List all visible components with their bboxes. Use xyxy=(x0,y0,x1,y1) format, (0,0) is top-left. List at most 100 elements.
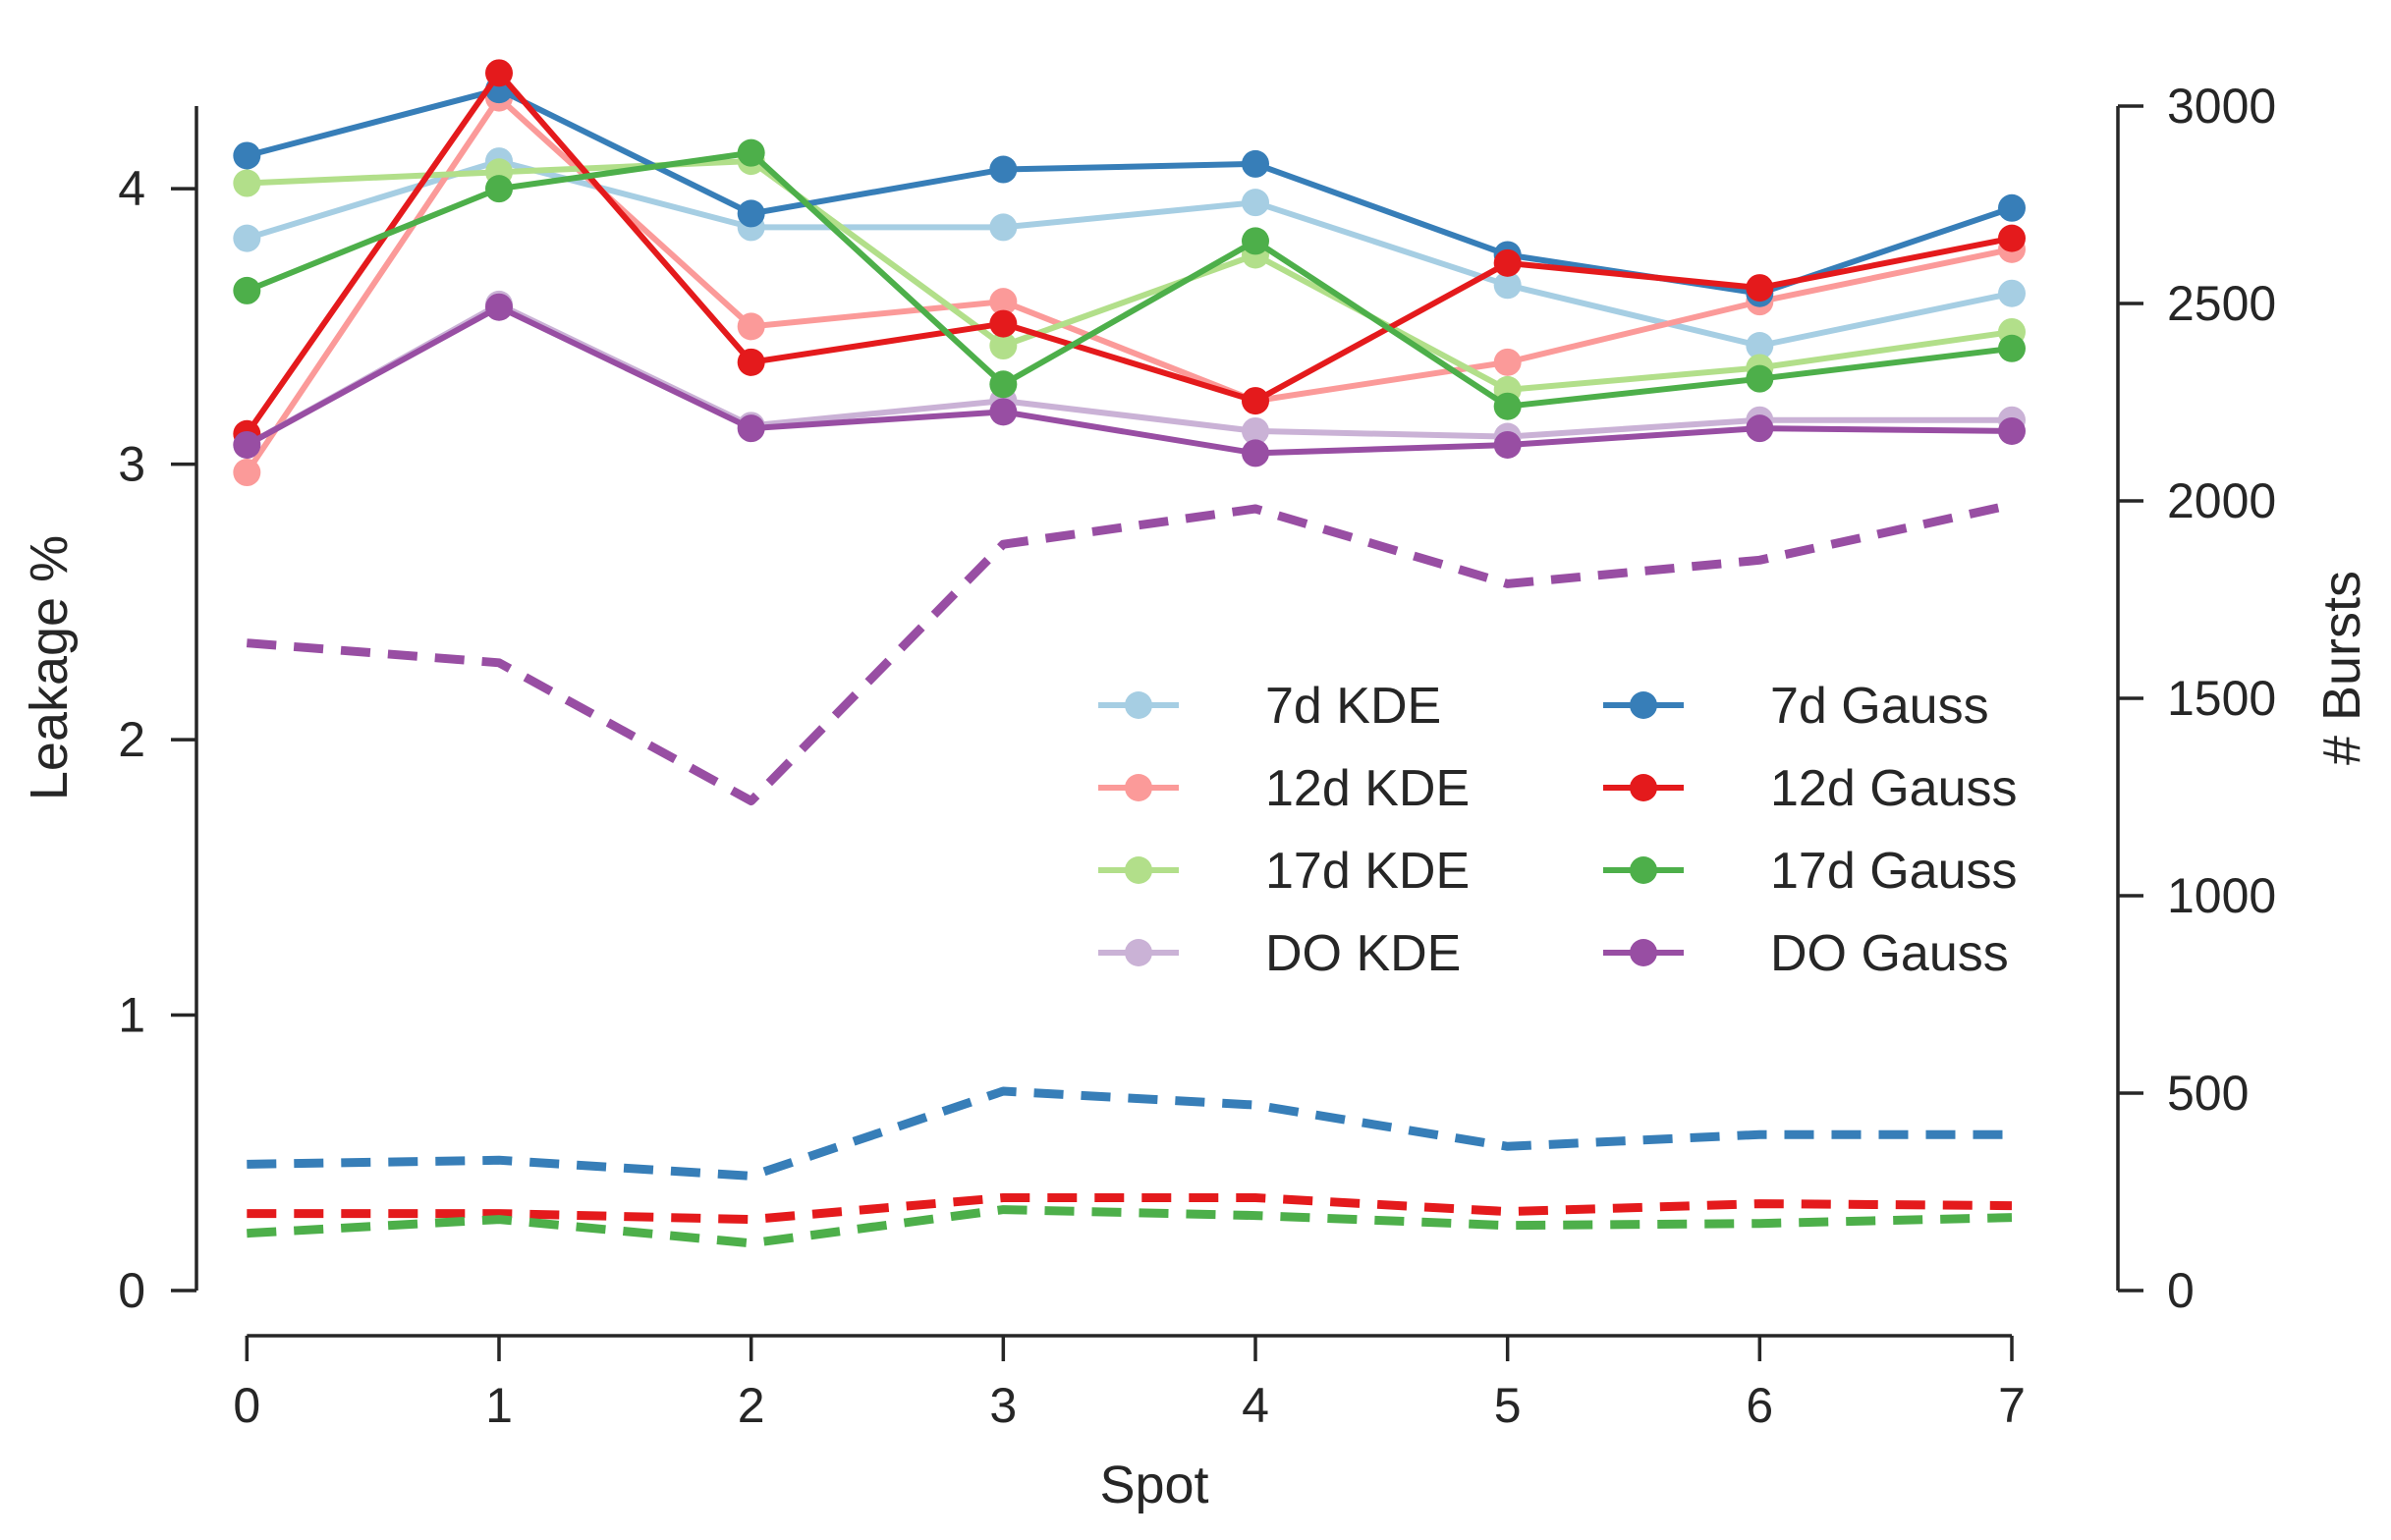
right-y-tick-label: 2000 xyxy=(2167,473,2276,528)
right-y-tick-label: 1500 xyxy=(2167,671,2276,726)
right-y-tick-label: 3000 xyxy=(2167,79,2276,134)
data-point-7d-kde xyxy=(1242,189,1269,217)
legend-item-do-gauss: DO Gauss xyxy=(1603,925,2009,982)
legend-item-12d-gauss: 12d Gauss xyxy=(1603,760,2018,817)
legend-swatch-marker xyxy=(1630,939,1657,966)
x-tick-label: 0 xyxy=(233,1378,260,1433)
data-point-12d-kde xyxy=(1493,348,1522,376)
series-line-12d-kde xyxy=(244,94,2013,474)
data-point-7d-kde xyxy=(233,224,261,252)
data-point-do-gauss xyxy=(485,293,513,321)
legend-item-do-kde: DO KDE xyxy=(1098,925,1461,982)
right-y-axis-label: # Bursts xyxy=(2312,571,2371,765)
data-point-12d-gauss xyxy=(1746,274,1774,302)
data-point-do-kde xyxy=(1242,416,1269,445)
series-line-burst-series-8 xyxy=(247,1086,2012,1181)
left-y-tick-label: 4 xyxy=(118,161,145,216)
legend-item-17d-gauss: 17d Gauss xyxy=(1603,843,2018,900)
x-tick-label: 6 xyxy=(1746,1378,1773,1433)
data-point-do-gauss xyxy=(737,414,765,443)
data-point-17d-gauss xyxy=(1493,392,1522,420)
series-line-12d-gauss xyxy=(244,70,2013,436)
series-17d-kde xyxy=(233,147,2026,404)
x-ticks: 0 1 2 3 4 5 6 7 xyxy=(233,1336,2026,1433)
right-y-tick-label: 1000 xyxy=(2167,868,2276,923)
legend: 7d KDE 12d KDE 17d KDE DO KDE 7d Gauss 12d Ga… xyxy=(1098,678,2018,982)
data-point-17d-gauss xyxy=(989,370,1018,399)
series-line-burst-series-9 xyxy=(247,1193,2013,1225)
data-point-17d-gauss xyxy=(233,276,261,304)
right-y-tick-label: 2500 xyxy=(2167,276,2276,331)
legend-swatch-marker xyxy=(1630,691,1657,719)
legend-swatch-marker xyxy=(1125,939,1152,966)
legend-label: 17d KDE xyxy=(1265,843,1470,900)
legend-item-7d-gauss: 7d Gauss xyxy=(1603,678,1989,735)
x-tick-label: 2 xyxy=(738,1378,765,1433)
data-point-12d-gauss xyxy=(737,348,765,376)
legend-swatch-marker xyxy=(1125,856,1152,884)
data-point-7d-kde xyxy=(1493,271,1522,300)
data-point-17d-gauss xyxy=(1998,334,2026,362)
right-y-tick-label: 500 xyxy=(2167,1066,2249,1121)
data-point-do-gauss xyxy=(233,430,261,459)
x-tick-label: 4 xyxy=(1242,1378,1269,1433)
data-point-12d-kde xyxy=(737,312,765,341)
legend-label: 12d KDE xyxy=(1265,760,1470,817)
left-y-axis-label: Leakage % xyxy=(20,535,79,800)
data-point-12d-gauss xyxy=(485,59,513,87)
data-point-17d-kde xyxy=(233,169,261,197)
legend-item-17d-kde: 17d KDE xyxy=(1098,843,1470,900)
x-tick-label: 7 xyxy=(1998,1378,2026,1433)
x-tick-label: 3 xyxy=(989,1378,1017,1433)
left-y-ticks: 0 1 2 3 4 xyxy=(118,161,196,1318)
series-line-burst-series-10 xyxy=(247,1205,2013,1248)
data-point-7d-gauss xyxy=(1242,149,1269,178)
data-point-7d-gauss xyxy=(233,141,261,170)
data-point-7d-gauss xyxy=(737,199,765,228)
legend-item-7d-kde: 7d KDE xyxy=(1098,678,1441,735)
data-point-7d-kde xyxy=(1998,279,2026,307)
legend-label: DO KDE xyxy=(1265,925,1461,982)
axes: 0 1 2 3 4 0 500 1000 1500 2000 2500 3000 0 1 2 3 4 5 6 7 xyxy=(118,79,2276,1433)
data-point-12d-kde xyxy=(233,459,261,487)
series-line-17d-gauss xyxy=(246,149,2013,410)
legend-label: 12d Gauss xyxy=(1770,760,2018,817)
data-point-do-gauss xyxy=(1242,439,1269,468)
legend-swatch-marker xyxy=(1125,774,1152,801)
data-point-12d-gauss xyxy=(1998,224,2026,252)
data-point-12d-gauss xyxy=(989,309,1018,338)
data-point-17d-kde xyxy=(989,332,1018,360)
left-y-tick-label: 3 xyxy=(118,437,145,492)
legend-swatch-marker xyxy=(1125,691,1152,719)
series-line-burst-series-11 xyxy=(246,500,2013,805)
burst-series xyxy=(246,500,2013,1248)
legend-label: 7d KDE xyxy=(1265,678,1441,735)
right-y-ticks: 0 500 1000 1500 2000 2500 3000 xyxy=(2118,79,2276,1318)
data-point-7d-kde xyxy=(989,213,1018,242)
legend-label: 7d Gauss xyxy=(1770,678,1989,735)
data-point-17d-gauss xyxy=(1242,227,1269,255)
series-17d-gauss xyxy=(233,138,2026,420)
left-y-tick-label: 1 xyxy=(118,988,145,1043)
left-y-tick-label: 0 xyxy=(118,1263,145,1318)
series-line-17d-kde xyxy=(247,158,2013,393)
data-point-7d-kde xyxy=(1746,332,1774,360)
x-axis-label: Spot xyxy=(1099,1456,1208,1514)
legend-swatch-marker xyxy=(1630,774,1657,801)
data-point-12d-kde xyxy=(989,288,1018,316)
data-point-12d-gauss xyxy=(1242,387,1269,415)
data-point-do-gauss xyxy=(1493,430,1522,459)
series-line-7d-gauss xyxy=(246,86,2013,297)
data-point-7d-gauss xyxy=(1998,193,2026,222)
legend-item-12d-kde: 12d KDE xyxy=(1098,760,1470,817)
x-tick-label: 1 xyxy=(485,1378,513,1433)
legend-swatch-marker xyxy=(1630,856,1657,884)
series-12d-gauss xyxy=(233,59,2026,448)
data-point-17d-gauss xyxy=(737,138,765,167)
x-tick-label: 5 xyxy=(1494,1378,1522,1433)
data-point-do-gauss xyxy=(1746,414,1774,443)
data-point-17d-gauss xyxy=(1746,364,1774,393)
legend-label: DO Gauss xyxy=(1770,925,2009,982)
legend-label: 17d Gauss xyxy=(1770,843,2018,900)
